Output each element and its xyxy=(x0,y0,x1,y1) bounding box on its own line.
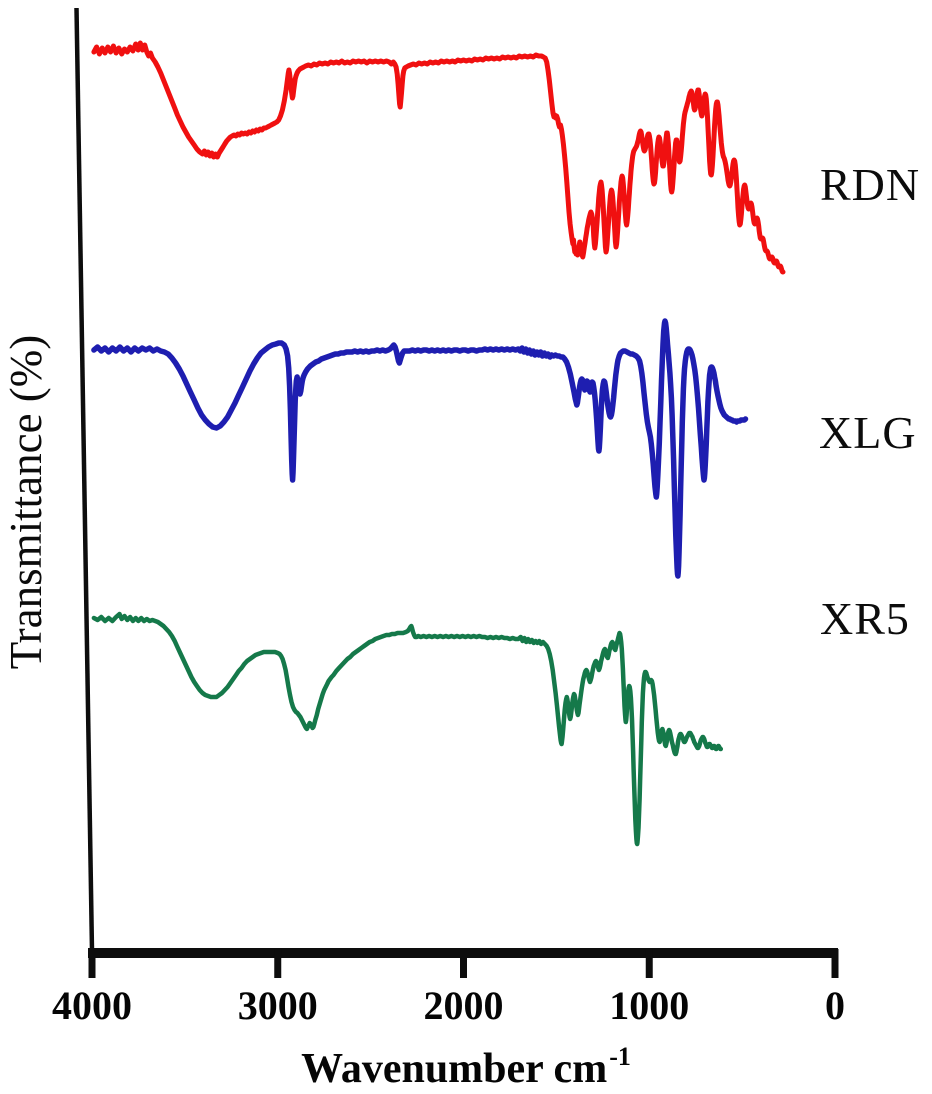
spectrum-line-xlg xyxy=(91,318,749,579)
y-axis-title: Transmittance (%) xyxy=(1,334,51,670)
y-axis-line xyxy=(74,7,95,952)
x-tick-label-1000: 1000 xyxy=(609,983,690,1028)
x-axis-ticks xyxy=(88,949,839,978)
x-tick-label-0: 0 xyxy=(825,983,845,1028)
x-tick-label-3000: 3000 xyxy=(237,983,318,1028)
series-label-xlg: XLG xyxy=(819,407,917,458)
spectrum-line-xr5 xyxy=(91,611,724,847)
x-axis-title: Wavenumber cm-1 xyxy=(225,1042,705,1093)
spectrum-line-rdn xyxy=(91,40,786,275)
x-tick-label-4000: 4000 xyxy=(52,983,132,1028)
x-tick-label-2000: 2000 xyxy=(423,983,504,1028)
series-label-rdn: RDN xyxy=(820,159,921,210)
x-axis-title-text: Wavenumber cm xyxy=(301,1046,608,1092)
series-label-xr5: XR5 xyxy=(820,593,910,644)
x-axis-exponent: -1 xyxy=(609,1042,631,1071)
spectra-curves xyxy=(91,40,786,847)
